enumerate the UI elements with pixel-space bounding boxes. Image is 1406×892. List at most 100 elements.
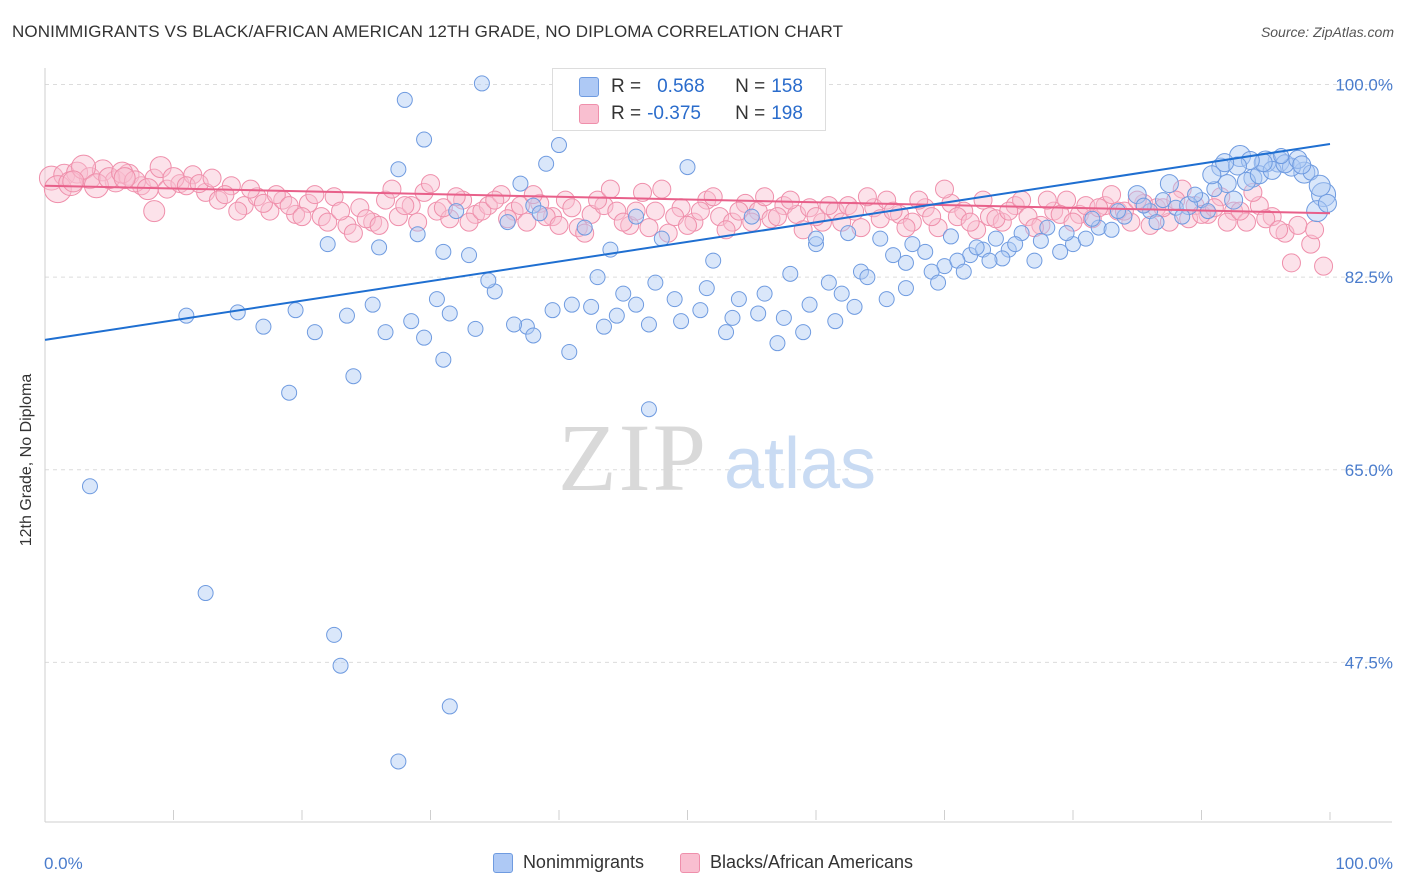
trend-line-blacks xyxy=(44,184,1331,215)
legend-label-nonimmigrants: Nonimmigrants xyxy=(522,852,644,872)
data-point-blacks xyxy=(292,207,312,227)
data-point-blacks xyxy=(350,198,370,218)
legend-item-blacks[interactable]: Blacks/African Americans xyxy=(679,852,913,873)
legend-item-nonimmigrants[interactable]: Nonimmigrants xyxy=(492,852,644,873)
data-point-nonimmigrants xyxy=(229,304,246,321)
data-point-nonimmigrants xyxy=(833,285,850,302)
data-point-blacks xyxy=(440,209,460,229)
data-point-blacks xyxy=(613,212,633,232)
data-point-nonimmigrants xyxy=(1249,165,1269,185)
data-point-nonimmigrants xyxy=(840,225,857,242)
data-point-nonimmigrants xyxy=(480,272,497,289)
data-point-blacks xyxy=(600,179,620,199)
data-point-blacks xyxy=(62,170,85,193)
data-point-nonimmigrants xyxy=(1103,221,1120,238)
data-point-nonimmigrants xyxy=(473,75,490,92)
data-point-blacks xyxy=(555,190,575,210)
data-point-nonimmigrants xyxy=(917,243,934,260)
data-point-blacks xyxy=(504,201,524,221)
data-point-nonimmigrants xyxy=(1084,210,1101,227)
data-point-blacks xyxy=(690,201,710,221)
nonimmigrants-series-points xyxy=(81,75,1337,770)
stats-legend: R = 0.568 N = 158 R = -0.375 N = 198 xyxy=(552,68,826,131)
data-point-nonimmigrants xyxy=(525,327,542,344)
data-point-blacks xyxy=(376,190,396,210)
data-point-nonimmigrants xyxy=(608,307,625,324)
data-point-blacks xyxy=(922,207,942,227)
data-point-blacks xyxy=(607,201,627,221)
data-point-nonimmigrants xyxy=(852,263,869,280)
data-point-nonimmigrants xyxy=(396,91,413,108)
data-point-blacks xyxy=(215,185,235,205)
data-point-nonimmigrants xyxy=(1293,161,1316,184)
data-point-blacks xyxy=(305,185,325,205)
data-point-nonimmigrants xyxy=(942,228,959,245)
data-point-nonimmigrants xyxy=(1308,174,1331,197)
data-point-nonimmigrants xyxy=(1148,214,1165,231)
data-point-nonimmigrants xyxy=(377,324,394,341)
data-point-blacks xyxy=(1301,234,1321,254)
data-point-blacks xyxy=(639,218,659,238)
watermark-zip: ZIP xyxy=(558,404,708,511)
data-point-nonimmigrants xyxy=(441,698,458,715)
data-point-nonimmigrants xyxy=(930,274,947,291)
data-point-nonimmigrants xyxy=(1026,252,1043,269)
data-point-nonimmigrants xyxy=(538,155,555,172)
data-point-blacks xyxy=(1281,253,1301,273)
data-point-blacks xyxy=(1269,220,1289,240)
data-point-blacks xyxy=(729,201,749,221)
data-point-nonimmigrants xyxy=(1306,200,1329,223)
data-point-blacks xyxy=(98,167,121,190)
data-point-blacks xyxy=(716,220,736,240)
y-axis-label: 12th Grade, No Diploma xyxy=(18,373,35,547)
data-point-blacks xyxy=(208,190,228,210)
data-point-blacks xyxy=(562,198,582,218)
data-point-nonimmigrants xyxy=(628,208,645,225)
data-point-nonimmigrants xyxy=(640,401,657,418)
data-point-blacks xyxy=(819,196,839,216)
data-point-nonimmigrants xyxy=(692,302,709,319)
x-tick-labels: 0.0% 100.0% xyxy=(44,854,1393,873)
data-point-blacks xyxy=(742,212,762,232)
data-point-blacks xyxy=(498,209,518,229)
y-tick-labels: 47.5% 65.0% 82.5% 100.0% xyxy=(1335,76,1393,673)
data-point-blacks xyxy=(935,179,954,199)
data-point-nonimmigrants xyxy=(795,324,812,341)
data-point-nonimmigrants xyxy=(416,329,433,346)
data-point-nonimmigrants xyxy=(1288,149,1308,169)
data-point-nonimmigrants xyxy=(518,318,535,335)
data-point-nonimmigrants xyxy=(371,239,388,256)
data-point-nonimmigrants xyxy=(281,384,298,401)
data-point-blacks xyxy=(43,175,72,204)
data-point-nonimmigrants xyxy=(589,269,606,286)
data-point-nonimmigrants xyxy=(769,335,786,352)
data-point-blacks xyxy=(645,201,665,221)
data-point-nonimmigrants xyxy=(467,320,484,337)
data-point-blacks xyxy=(960,212,980,232)
data-point-nonimmigrants xyxy=(332,657,349,674)
data-point-nonimmigrants xyxy=(628,296,645,313)
data-point-blacks xyxy=(337,215,357,235)
data-point-nonimmigrants xyxy=(673,313,690,330)
data-point-blacks xyxy=(947,207,967,227)
data-point-blacks xyxy=(1159,212,1179,232)
data-point-blacks xyxy=(1236,212,1256,232)
data-point-nonimmigrants xyxy=(782,265,799,282)
data-point-blacks xyxy=(318,212,338,232)
data-point-nonimmigrants xyxy=(885,247,902,264)
data-point-nonimmigrants xyxy=(647,274,664,291)
chart-title: NONIMMIGRANTS VS BLACK/AFRICAN AMERICAN … xyxy=(12,22,844,41)
data-point-blacks xyxy=(594,196,614,216)
data-point-blacks xyxy=(722,212,742,232)
data-point-nonimmigrants xyxy=(461,247,478,264)
data-point-nonimmigrants xyxy=(531,205,548,222)
data-point-nonimmigrants xyxy=(615,285,632,302)
watermark: ZIP atlas xyxy=(558,404,876,511)
blue-swatch xyxy=(579,77,599,97)
data-point-nonimmigrants xyxy=(1000,241,1017,258)
data-point-nonimmigrants xyxy=(416,131,433,148)
data-point-nonimmigrants xyxy=(1090,219,1107,236)
data-point-blacks xyxy=(549,215,569,235)
data-point-nonimmigrants xyxy=(1052,243,1069,260)
data-point-nonimmigrants xyxy=(1202,165,1222,185)
